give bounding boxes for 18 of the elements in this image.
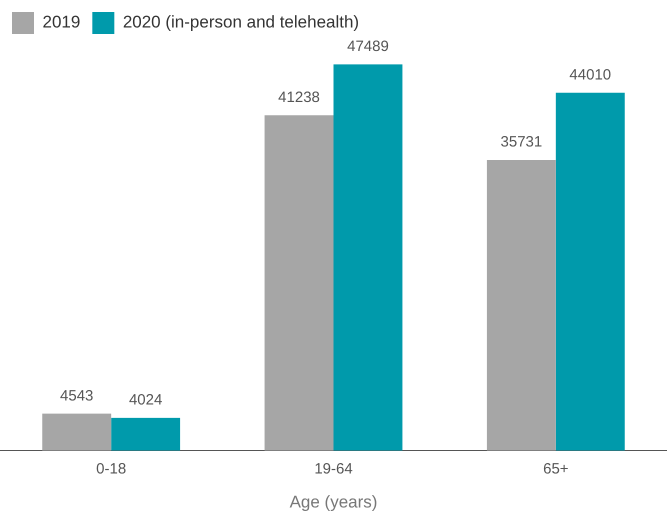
x-tick-label: 19-64: [314, 460, 353, 478]
legend-label: 2020 (in-person and telehealth): [122, 12, 360, 32]
data-label: 35731: [500, 134, 542, 151]
bar: [334, 64, 402, 451]
data-label: 4543: [60, 387, 94, 404]
x-tick-label: 65+: [543, 460, 569, 478]
bar: [264, 115, 334, 451]
data-label: 47489: [347, 38, 389, 56]
legend-label: 2019: [42, 12, 80, 32]
data-label: 41238: [278, 88, 320, 106]
x-axis-title: Age (years): [290, 492, 378, 512]
x-tick-label: 0-18: [96, 460, 126, 478]
bar: [42, 414, 112, 451]
bar: [111, 418, 180, 451]
data-label: 4024: [128, 392, 162, 409]
data-label: 44010: [569, 66, 612, 84]
bar: [556, 92, 625, 451]
bar: [486, 160, 556, 451]
